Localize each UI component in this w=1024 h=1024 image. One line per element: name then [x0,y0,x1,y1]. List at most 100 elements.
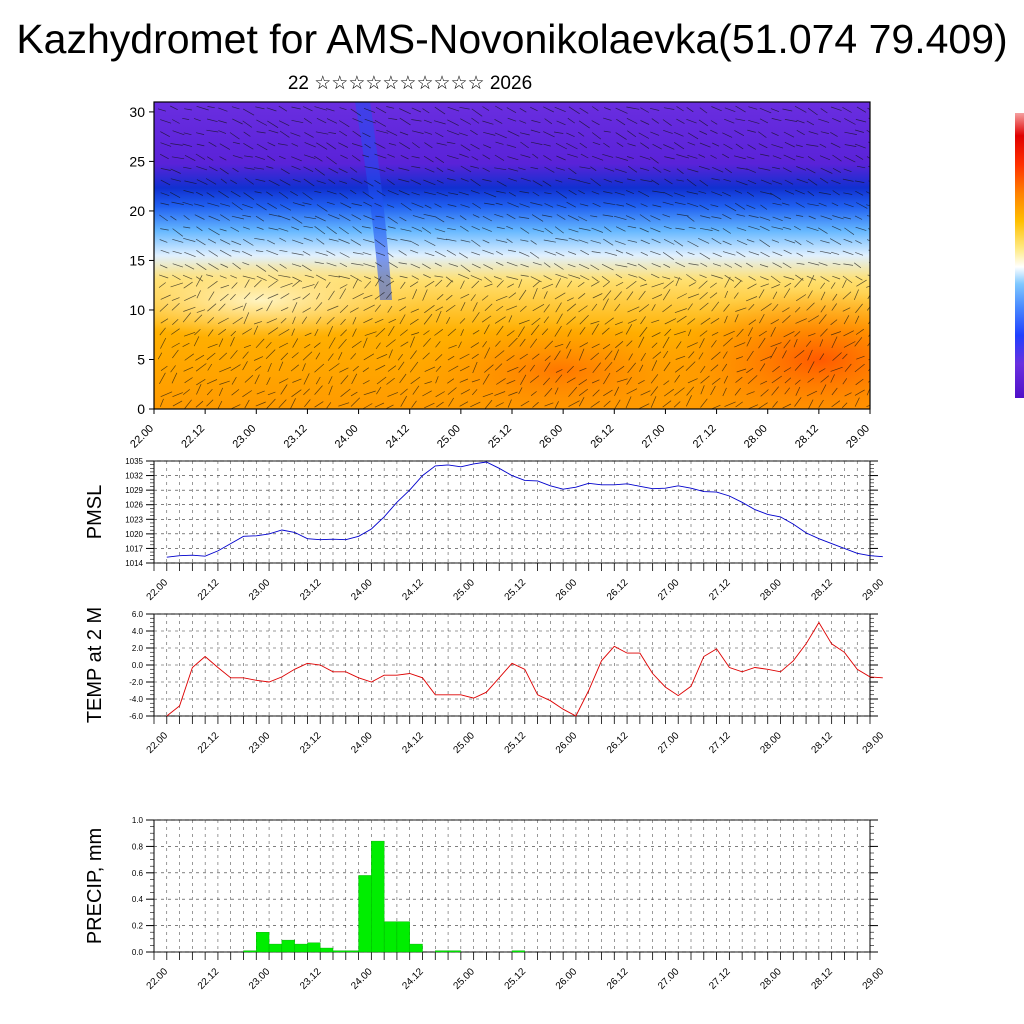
chart-title: Kazhydromet for AMS-Novonikolaevka(51.07… [16,16,1008,62]
x-tick-label: 22.00 [145,730,171,756]
x-tick-label: 26.00 [554,966,580,992]
x-tick-label: 27.00 [656,577,682,603]
x-tick-label: 22.00 [145,966,171,992]
wind-vectors [157,105,870,409]
precip-bar [268,943,283,953]
x-tick-label: 23.00 [230,423,258,451]
colorbar [1015,113,1024,398]
x-tick-label: 27.12 [707,966,733,992]
x-tick-label: 29.00 [844,423,872,451]
x-tick-label: 22.12 [196,966,222,992]
x-tick-label: 27.12 [691,423,719,451]
x-tick-label: 23.12 [298,730,324,756]
precip-bar [447,950,462,953]
y-tick-label: 20 [129,203,145,219]
y-tick-label: 1026 [125,501,143,510]
x-tick-label: 27.12 [707,730,733,756]
x-tick-label: 26.12 [605,966,631,992]
precip-bar [281,939,295,953]
x-tick-label: 26.00 [554,577,580,603]
y-tick-label: 30 [129,104,145,120]
x-tick-label: 27.00 [640,423,668,451]
y-tick-label: 0.8 [132,842,144,851]
x-tick-label: 29.00 [861,577,887,603]
x-tick-label: 26.12 [588,423,616,451]
x-tick-label: 28.12 [793,423,821,451]
x-tick-label: 28.00 [758,966,784,992]
y-tick-label: 6.0 [132,610,144,619]
precip-bar [383,921,398,953]
precip-bar [435,950,449,953]
field-warm-region [660,290,870,409]
x-tick-label: 28.00 [758,730,784,756]
y-tick-label: 2.0 [132,644,144,653]
x-tick-label: 25.12 [486,423,514,451]
x-tick-label: 23.00 [247,577,273,603]
y-tick-label: 1029 [125,486,143,495]
y-tick-label: 4.0 [132,627,144,636]
pmsl-panel: 1014 1017 1020 1023 1026 1029 1032 1035 22.00 22.… [84,457,886,603]
y-tick-label: 5 [137,351,145,367]
precip-bar [371,840,385,953]
y-tick-label: -4.0 [129,695,143,704]
precip-bar [243,950,257,953]
y-tick-label: 0.4 [132,895,144,904]
y-tick-label: -2.0 [129,678,143,687]
precip-bar [409,943,423,953]
y-tick-label: 0.0 [132,661,144,670]
y-tick-label: 1017 [125,544,143,553]
field-cool-region [154,260,420,340]
x-tick-label: 28.12 [810,966,836,992]
y-axis-label: PMSL [84,485,106,539]
x-tick-label: 22.12 [179,423,207,451]
x-tick-label: 26.12 [605,730,631,756]
y-tick-label: 0.6 [132,869,144,878]
x-tick-label: 25.00 [452,730,478,756]
field-front-dip [355,102,392,300]
y-tick-label: 1.0 [132,816,144,825]
x-tick-label: 25.12 [503,730,529,756]
x-tick-label: 26.12 [605,577,631,603]
x-tick-label: 29.00 [861,730,887,756]
precip-bar [396,921,410,953]
y-tick-label: 1035 [125,457,143,466]
x-tick-label: 27.00 [656,730,682,756]
precip-bar [358,875,372,953]
x-tick-label: 27.12 [707,577,733,603]
y-tick-label: -6.0 [129,712,143,721]
x-tick-label: 23.12 [282,423,310,451]
x-tick-label: 23.12 [298,966,324,992]
x-tick-label: 27.00 [656,966,682,992]
x-tick-label: 28.00 [758,577,784,603]
precip-bar [345,950,359,953]
x-tick-label: 24.00 [349,577,375,603]
x-tick-label: 25.12 [503,577,529,603]
temp-panel: -6.0 -4.0 -2.0 0.0 2.0 4.0 6.0 22.00 22.12 23.00 2… [84,607,886,756]
x-tick-label: 25.00 [452,577,478,603]
y-tick-label: 15 [129,252,145,268]
x-tick-label: 24.00 [333,423,361,451]
x-tick-label: 24.00 [349,730,375,756]
precip-bar [294,943,308,953]
y-axis-label: PRECIP, mm [84,828,106,944]
precip-bar [307,942,321,953]
x-tick-label: 22.12 [196,577,222,603]
x-tick-label: 25.00 [452,966,478,992]
precip-bar [332,950,346,953]
y-tick-label: 1014 [125,559,143,568]
x-tick-label: 25.12 [503,966,529,992]
pmsl-content: 1014 1017 1020 1023 1026 1029 1032 1035 22.00 22.… [84,457,886,603]
x-tick-label: 24.12 [384,423,412,451]
series-line [166,461,883,558]
x-tick-label: 28.12 [810,730,836,756]
y-tick-label: 0.0 [132,948,144,957]
x-tick-label: 24.12 [400,730,426,756]
y-tick-label: 1032 [125,472,143,481]
y-tick-label: 25 [129,153,145,169]
x-tick-label: 22.12 [196,730,222,756]
x-tick-label: 24.00 [349,966,375,992]
x-tick-label: 23.00 [247,730,273,756]
x-tick-label: 28.00 [742,423,770,451]
y-axis-label: TEMP at 2 M [84,607,106,723]
